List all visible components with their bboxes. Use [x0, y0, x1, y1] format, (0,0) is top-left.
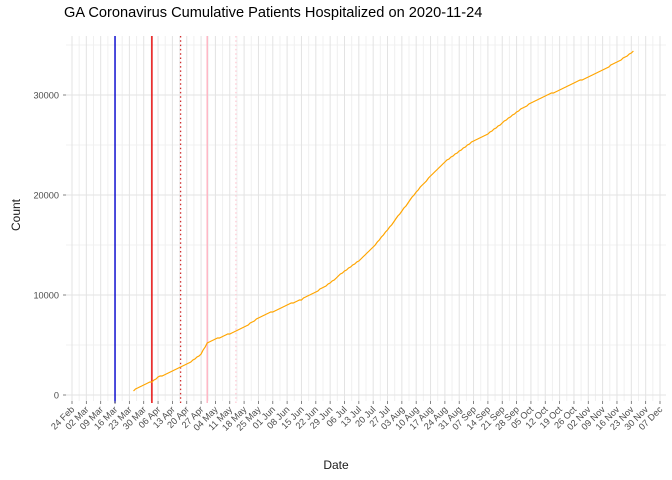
chart-title: GA Coronavirus Cumulative Patients Hospi…	[64, 5, 483, 21]
y-axis-title: Count	[9, 198, 23, 232]
y-tick-label: 20000	[33, 190, 59, 200]
x-axis-title: Date	[323, 458, 349, 472]
y-tick-label: 0	[54, 390, 59, 400]
data-line-cumulative-patients-hospitalized	[133, 50, 634, 392]
y-tick-label: 30000	[33, 90, 59, 100]
y-tick-label: 10000	[33, 290, 59, 300]
